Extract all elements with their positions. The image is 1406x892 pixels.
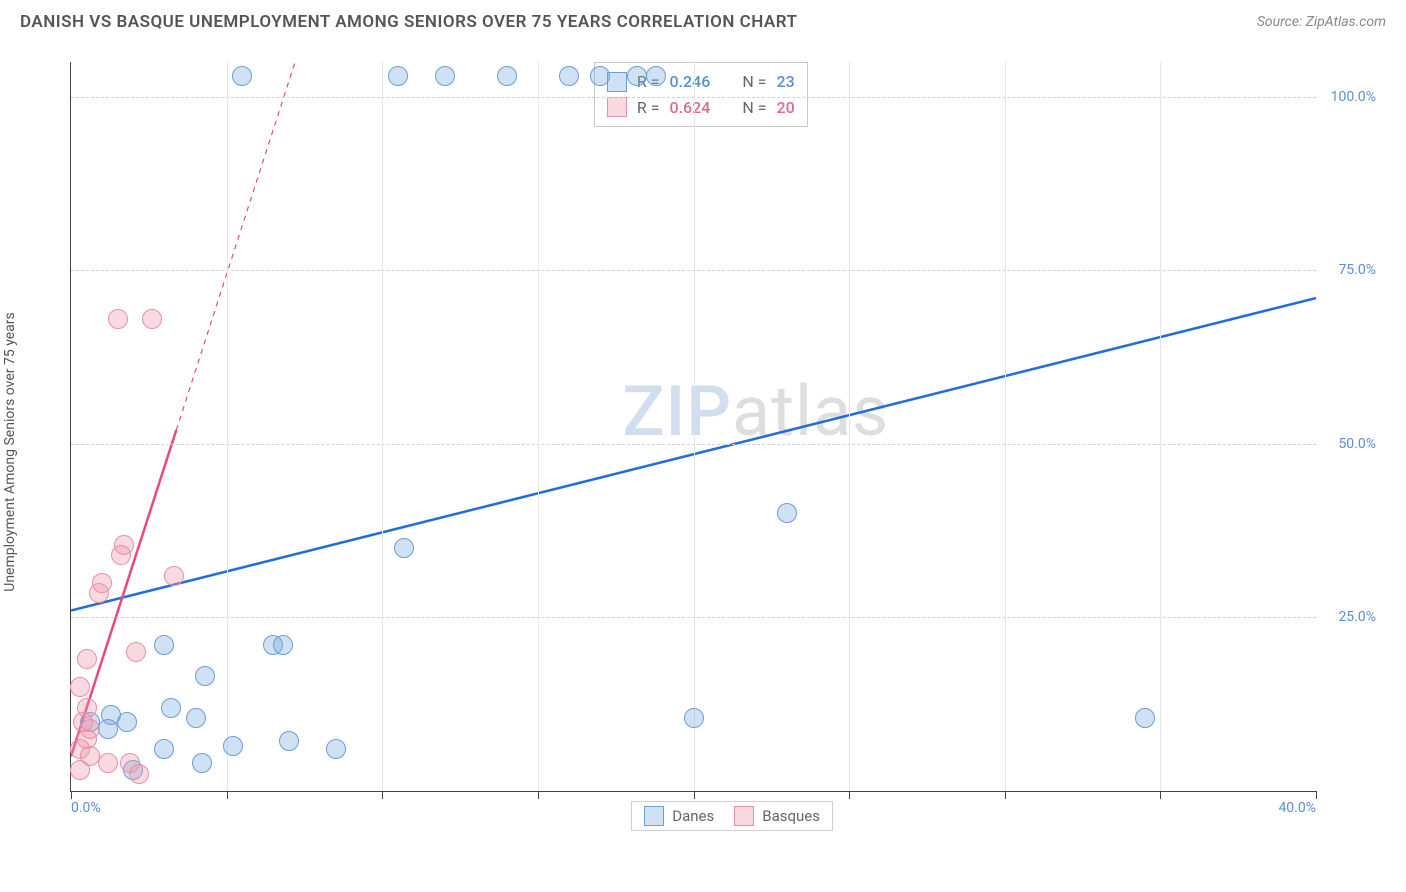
data-point-basques bbox=[126, 642, 146, 662]
data-point-danes bbox=[627, 66, 647, 86]
data-point-basques bbox=[142, 309, 162, 329]
data-point-danes bbox=[646, 66, 666, 86]
x-tick bbox=[1160, 791, 1161, 799]
data-point-danes bbox=[394, 538, 414, 558]
data-point-danes bbox=[279, 731, 299, 751]
data-point-danes bbox=[590, 66, 610, 86]
x-tick bbox=[538, 791, 539, 799]
gridline-v bbox=[1005, 62, 1006, 791]
gridline-v bbox=[227, 62, 228, 791]
data-point-danes bbox=[117, 712, 137, 732]
legend-label: Basques bbox=[762, 807, 820, 825]
x-tick bbox=[1005, 791, 1006, 799]
data-point-danes bbox=[154, 739, 174, 759]
x-tick bbox=[71, 791, 72, 799]
r-value: 0.624 bbox=[670, 95, 711, 121]
data-point-basques bbox=[77, 649, 97, 669]
r-value: 0.246 bbox=[670, 69, 711, 95]
n-value: 23 bbox=[777, 69, 795, 95]
data-point-basques bbox=[70, 760, 90, 780]
legend-swatch bbox=[644, 806, 664, 826]
x-tick-label: 0.0% bbox=[71, 800, 101, 816]
legend-item-danes: Danes bbox=[644, 806, 714, 826]
data-point-basques bbox=[98, 753, 118, 773]
n-label: N = bbox=[742, 69, 766, 95]
data-point-basques bbox=[77, 698, 97, 718]
y-tick-label: 100.0% bbox=[1331, 89, 1376, 105]
chart-container: Unemployment Among Seniors over 75 years… bbox=[20, 52, 1386, 852]
chart-title: DANISH VS BASQUE UNEMPLOYMENT AMONG SENI… bbox=[20, 12, 797, 32]
r-label: R = bbox=[637, 95, 660, 121]
y-tick-label: 50.0% bbox=[1338, 436, 1376, 452]
data-point-danes bbox=[273, 635, 293, 655]
data-point-basques bbox=[70, 677, 90, 697]
data-point-danes bbox=[161, 698, 181, 718]
data-point-danes bbox=[223, 736, 243, 756]
data-point-danes bbox=[186, 708, 206, 728]
data-point-danes bbox=[326, 739, 346, 759]
x-tick bbox=[227, 791, 228, 799]
stats-swatch bbox=[607, 97, 627, 117]
y-axis-label: Unemployment Among Seniors over 75 years bbox=[2, 312, 18, 592]
n-label: N = bbox=[742, 95, 766, 121]
plot-area: ZIPatlas R =0.246N =23R =0.624N =20 Dane… bbox=[70, 62, 1316, 792]
gridline-v bbox=[1160, 62, 1161, 791]
data-point-danes bbox=[232, 66, 252, 86]
data-point-danes bbox=[388, 66, 408, 86]
gridline-v bbox=[849, 62, 850, 791]
gridline-v bbox=[382, 62, 383, 791]
stats-row-basques: R = 0.624 N = 20 bbox=[607, 95, 795, 121]
legend-item-basques: Basques bbox=[734, 806, 820, 826]
data-point-danes bbox=[1135, 708, 1155, 728]
data-point-basques bbox=[129, 764, 149, 784]
data-point-danes bbox=[684, 708, 704, 728]
x-tick bbox=[1316, 791, 1317, 799]
data-point-basques bbox=[114, 535, 134, 555]
gridline-v bbox=[694, 62, 695, 791]
data-point-danes bbox=[435, 66, 455, 86]
data-point-danes bbox=[192, 753, 212, 773]
data-point-danes bbox=[195, 666, 215, 686]
data-point-danes bbox=[98, 719, 118, 739]
stats-box: R = 0.246 N = 23R = 0.624 N = 20 bbox=[594, 62, 808, 127]
y-tick-label: 25.0% bbox=[1338, 609, 1376, 625]
data-point-danes bbox=[497, 66, 517, 86]
legend: Danes Basques bbox=[631, 801, 833, 831]
data-point-danes bbox=[559, 66, 579, 86]
gridline-v bbox=[538, 62, 539, 791]
n-value: 20 bbox=[777, 95, 795, 121]
data-point-danes bbox=[154, 635, 174, 655]
legend-swatch bbox=[734, 806, 754, 826]
data-point-basques bbox=[89, 583, 109, 603]
legend-label: Danes bbox=[672, 807, 714, 825]
x-tick-label: 40.0% bbox=[1278, 800, 1316, 816]
x-tick bbox=[694, 791, 695, 799]
x-tick bbox=[382, 791, 383, 799]
x-tick bbox=[849, 791, 850, 799]
source-label: Source: ZipAtlas.com bbox=[1257, 14, 1386, 30]
data-point-basques bbox=[108, 309, 128, 329]
data-point-danes bbox=[777, 503, 797, 523]
data-point-basques bbox=[164, 566, 184, 586]
y-tick-label: 75.0% bbox=[1338, 262, 1376, 278]
